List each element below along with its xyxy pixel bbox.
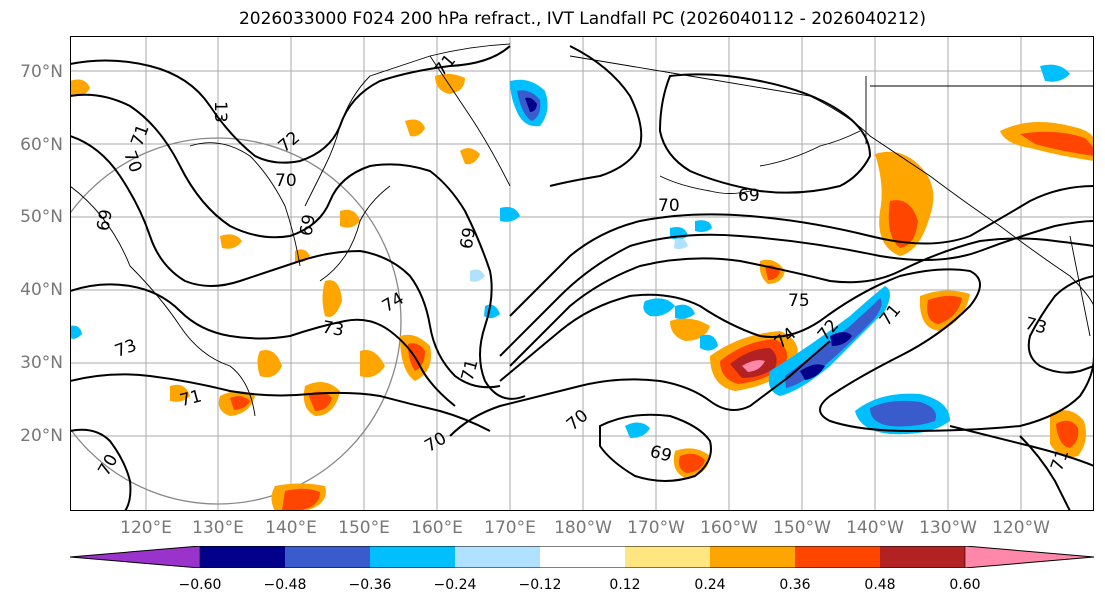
lon-label-160e: 160°E [411,518,463,538]
lon-label-130e: 130°E [192,518,244,538]
colorbar-tick: 0.60 [949,577,981,593]
map-panel: 71 13 71 72 70 69 70 69 69 70 69 74 73 7… [70,36,1094,511]
contour-label: 69 [457,226,480,251]
colorbar-extend-low [70,546,200,568]
colorbar-tick: −0.48 [263,577,307,593]
colorbar-tick: −0.60 [178,577,222,593]
colorbar [70,546,1095,568]
lat-label-30: 30°N [20,353,63,373]
refractivity-contours [70,45,1094,511]
colorbar-tick: 0.36 [779,577,811,593]
colorbar-segment [285,546,370,568]
plot-title: 2026033000 F024 200 hPa refract., IVT La… [238,9,926,29]
lat-label-50: 50°N [20,207,63,227]
coastlines [70,43,1094,417]
colorbar-segment [455,546,540,568]
lat-label-20: 20°N [20,426,63,446]
reference-circle [70,137,402,505]
lon-label-140e: 140°E [265,518,317,538]
lon-label-160w: 160°W [700,518,758,538]
lon-label-150w: 150°W [773,518,831,538]
colorbar-segment [795,546,880,568]
contour-label: 69 [93,208,116,233]
graticule [70,36,1094,511]
colorbar-tick: 0.48 [864,577,896,593]
lon-label-120w: 120°W [992,518,1050,538]
colorbar-segment [625,546,710,568]
lat-label-40: 40°N [20,280,63,300]
lat-label-70: 70°N [20,62,63,82]
colorbar-tick: −0.24 [433,577,477,593]
contour-label: 73 [321,317,346,340]
contour-label: 69 [738,186,760,206]
colorbar-segment [200,546,285,568]
colorbar-segment [540,546,625,568]
contour-label: 13 [210,101,230,123]
colorbar-segment [710,546,795,568]
colorbar-segment [880,546,965,568]
lon-label-120e: 120°E [120,518,172,538]
lon-label-180w: 180°W [554,518,612,538]
contour-label: 69 [296,213,319,238]
contour-label: 75 [788,291,810,311]
colorbar-extend-high [965,546,1094,568]
lat-label-60: 60°N [20,135,63,155]
lon-label-140w: 140°W [846,518,904,538]
colorbar-tick: 0.24 [694,577,726,593]
lon-label-150e: 150°E [338,518,390,538]
lon-label-170w: 170°W [627,518,685,538]
map-canvas: 71 13 71 72 70 69 70 69 69 70 69 74 73 7… [70,36,1094,511]
colorbar-tick: −0.36 [348,577,392,593]
colorbar-segment [370,546,455,568]
colorbar-tick: −0.12 [518,577,562,593]
contour-label: 70 [275,171,297,191]
lon-label-170e: 170°E [484,518,536,538]
lon-label-130w: 130°W [919,518,977,538]
colorbar-tick: 0.12 [609,577,641,593]
contour-label: 70 [658,196,680,216]
